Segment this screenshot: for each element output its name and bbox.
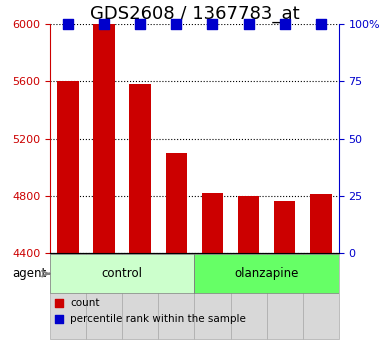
Point xyxy=(56,317,62,322)
FancyBboxPatch shape xyxy=(50,254,194,294)
Title: GDS2608 / 1367783_at: GDS2608 / 1367783_at xyxy=(90,5,299,23)
Bar xyxy=(238,196,259,345)
Bar xyxy=(166,153,187,345)
Bar xyxy=(122,253,158,339)
Point xyxy=(137,21,143,27)
Point xyxy=(65,21,71,27)
Point xyxy=(281,21,288,27)
Point xyxy=(173,21,179,27)
Text: control: control xyxy=(102,267,143,280)
Point xyxy=(56,300,62,306)
Text: olanzapine: olanzapine xyxy=(234,267,299,280)
Text: count: count xyxy=(70,298,100,308)
Bar xyxy=(129,84,151,345)
Bar xyxy=(194,253,231,339)
Point xyxy=(209,21,216,27)
FancyBboxPatch shape xyxy=(194,254,339,294)
Bar xyxy=(57,81,79,345)
Bar xyxy=(50,253,86,339)
Bar xyxy=(158,253,194,339)
Point xyxy=(318,21,324,27)
Bar xyxy=(266,253,303,339)
Point xyxy=(246,21,252,27)
Bar xyxy=(274,201,296,345)
Point xyxy=(101,21,107,27)
Bar xyxy=(94,24,115,345)
Text: agent: agent xyxy=(12,267,47,280)
Bar xyxy=(303,253,339,339)
Text: percentile rank within the sample: percentile rank within the sample xyxy=(70,314,246,324)
Bar xyxy=(310,194,331,345)
Bar xyxy=(86,253,122,339)
Bar xyxy=(202,193,223,345)
Bar xyxy=(231,253,266,339)
